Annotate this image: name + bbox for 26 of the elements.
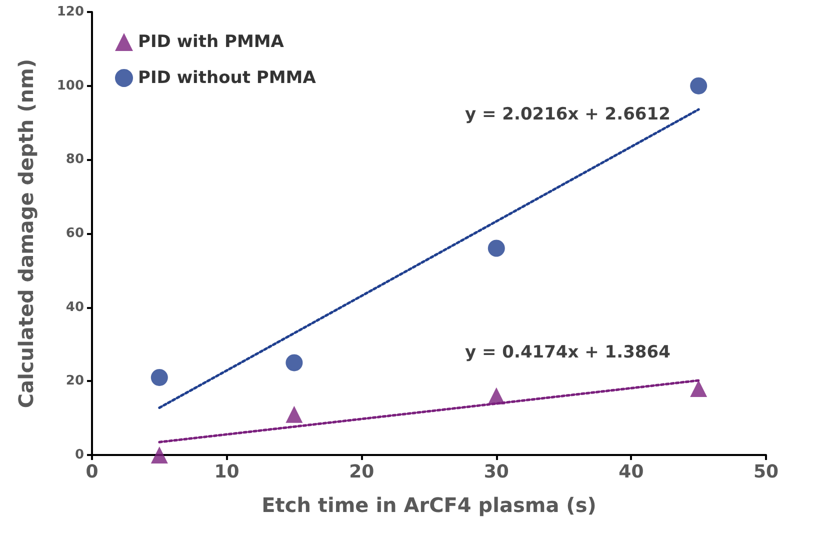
point [150,446,168,464]
y-tick-label: 120 [56,4,84,20]
y-axis-title: Calculated damage depth (nm) [14,58,38,408]
point [488,240,505,257]
y-tick-label: 20 [66,374,84,389]
point [690,380,708,398]
x-tick-label: 0 [86,462,98,482]
annotation: y = 0.4174x + 1.3864 [465,342,671,362]
x-tick-label: 10 [214,462,240,482]
y-tick-label: 40 [66,300,84,315]
y-tick-label: 100 [56,78,84,94]
legend-label: PID with PMMA [138,32,285,52]
point [286,406,303,423]
x-tick-label: 50 [753,462,779,482]
x-tick-label: 40 [618,462,644,482]
x-axis-title: Etch time in ArCF4 plasma (s) [262,493,596,517]
y-tick-label: 60 [66,226,84,241]
x-tick-label: 30 [484,462,509,482]
point [150,368,168,386]
legend-label: PID without PMMA [138,68,317,88]
point [690,77,708,94]
y-tick-label: 80 [66,152,84,168]
annotation: y = 2.0216x + 2.6612 [465,104,670,124]
y-tick-label: 0 [74,448,84,462]
point [286,354,303,372]
x-tick-label: 20 [349,462,374,482]
